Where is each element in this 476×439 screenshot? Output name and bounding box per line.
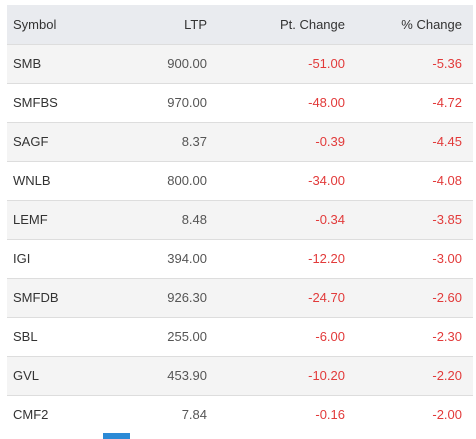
cell-pct-change: -4.08 [432, 173, 462, 188]
table-row[interactable]: SMFDB 926.30 -24.70 -2.60 [7, 278, 473, 317]
table-row[interactable]: SMFBS 970.00 -48.00 -4.72 [7, 83, 473, 122]
cell-pt-change: -0.34 [315, 212, 345, 227]
column-header-pt-change[interactable]: Pt. Change [279, 16, 345, 32]
table-row[interactable]: SBL 255.00 -6.00 -2.30 [7, 317, 473, 356]
table-body: SMB 900.00 -51.00 -5.36 SMFBS 970.00 -48… [7, 44, 473, 434]
cell-pct-change: -4.72 [432, 95, 462, 110]
table-row[interactable]: SMB 900.00 -51.00 -5.36 [7, 44, 473, 83]
table-row[interactable]: CMF2 7.84 -0.16 -2.00 [7, 395, 473, 434]
column-header-ltp[interactable]: LTP [184, 16, 207, 32]
cell-pt-change: -0.39 [315, 134, 345, 149]
cell-ltp: 255.00 [167, 329, 207, 344]
cell-ltp: 453.90 [167, 368, 207, 383]
losers-table: Symbol LTP Pt. Change % Change SMB 900.0… [7, 5, 473, 434]
cell-pt-change: -12.20 [308, 251, 345, 266]
cell-pt-change: -48.00 [308, 95, 345, 110]
cell-pct-change: -4.45 [432, 134, 462, 149]
cell-symbol: GVL [13, 368, 40, 383]
column-header-symbol[interactable]: Symbol [13, 16, 57, 32]
cell-ltp: 394.00 [167, 251, 207, 266]
cell-symbol: IGI [13, 251, 31, 266]
cell-pct-change: -2.30 [432, 329, 462, 344]
cell-ltp: 7.84 [181, 407, 207, 423]
cell-symbol: SMFBS [13, 95, 58, 110]
cell-ltp: 800.00 [167, 173, 207, 188]
scroll-indicator[interactable] [103, 433, 130, 439]
cell-symbol: WNLB [13, 173, 51, 188]
column-header-pct-change[interactable]: % Change [401, 16, 462, 32]
cell-ltp: 926.30 [167, 290, 207, 305]
cell-symbol: SBL [13, 329, 38, 344]
table-row[interactable]: GVL 453.90 -10.20 -2.20 [7, 356, 473, 395]
cell-pt-change: -24.70 [308, 290, 345, 305]
cell-pt-change: -34.00 [308, 173, 345, 188]
table-row[interactable]: WNLB 800.00 -34.00 -4.08 [7, 161, 473, 200]
cell-ltp: 8.37 [181, 134, 207, 149]
cell-pct-change: -3.00 [432, 251, 462, 266]
cell-symbol: SAGF [13, 134, 49, 149]
cell-symbol: LEMF [13, 212, 48, 227]
cell-pct-change: -2.00 [432, 407, 462, 423]
cell-symbol: CMF2 [13, 407, 49, 423]
cell-pt-change: -0.16 [315, 407, 345, 423]
table-row[interactable]: LEMF 8.48 -0.34 -3.85 [7, 200, 473, 239]
cell-pt-change: -51.00 [308, 56, 345, 71]
table-row[interactable]: SAGF 8.37 -0.39 -4.45 [7, 122, 473, 161]
cell-ltp: 970.00 [167, 95, 207, 110]
cell-pt-change: -10.20 [308, 368, 345, 383]
table-row[interactable]: IGI 394.00 -12.20 -3.00 [7, 239, 473, 278]
cell-pt-change: -6.00 [315, 329, 345, 344]
cell-symbol: SMB [13, 56, 42, 71]
table-header-row: Symbol LTP Pt. Change % Change [7, 5, 473, 44]
cell-ltp: 900.00 [167, 56, 207, 71]
cell-pct-change: -2.60 [432, 290, 462, 305]
cell-ltp: 8.48 [181, 212, 207, 227]
cell-pct-change: -3.85 [432, 212, 462, 227]
cell-symbol: SMFDB [13, 290, 59, 305]
losers-table-container: Symbol LTP Pt. Change % Change SMB 900.0… [7, 5, 473, 434]
cell-pct-change: -5.36 [432, 56, 462, 71]
cell-pct-change: -2.20 [432, 368, 462, 383]
